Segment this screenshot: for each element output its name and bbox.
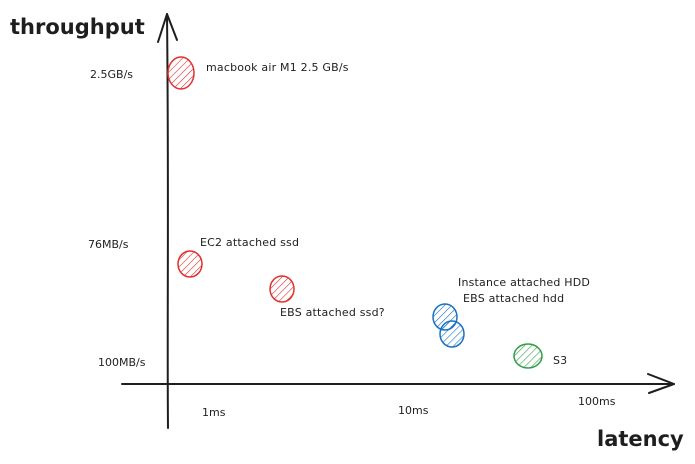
point-macbook bbox=[167, 56, 195, 90]
point-s3 bbox=[513, 343, 543, 369]
x-axis bbox=[121, 373, 675, 394]
point-marker bbox=[269, 275, 295, 303]
y-tick-label: 76MB/s bbox=[88, 238, 129, 251]
x-axis-title: latency bbox=[597, 427, 684, 451]
point-ec2-ssd bbox=[177, 250, 203, 278]
y-tick-label: 2.5GB/s bbox=[90, 68, 133, 81]
point-ebs-ssd bbox=[269, 275, 295, 303]
x-tick-label: 1ms bbox=[202, 406, 226, 419]
x-tick-label: 10ms bbox=[398, 404, 429, 417]
y-axis-title: throughput bbox=[10, 15, 145, 39]
x-tick-label: 100ms bbox=[578, 395, 616, 408]
point-ebs-hdd bbox=[439, 320, 465, 348]
point-marker bbox=[513, 343, 543, 369]
point-label: EBS attached ssd? bbox=[280, 306, 385, 319]
point-label: S3 bbox=[553, 354, 567, 367]
point-label: Instance attached HDD bbox=[458, 276, 590, 289]
point-marker bbox=[167, 56, 195, 90]
y-axis bbox=[157, 13, 178, 429]
point-label: macbook air M1 2.5 GB/s bbox=[206, 61, 349, 74]
point-marker bbox=[177, 250, 203, 278]
point-marker bbox=[439, 320, 465, 348]
y-tick-label: 100MB/s bbox=[98, 356, 146, 369]
point-label: EBS attached hdd bbox=[463, 292, 564, 305]
point-label: EC2 attached ssd bbox=[200, 236, 299, 249]
